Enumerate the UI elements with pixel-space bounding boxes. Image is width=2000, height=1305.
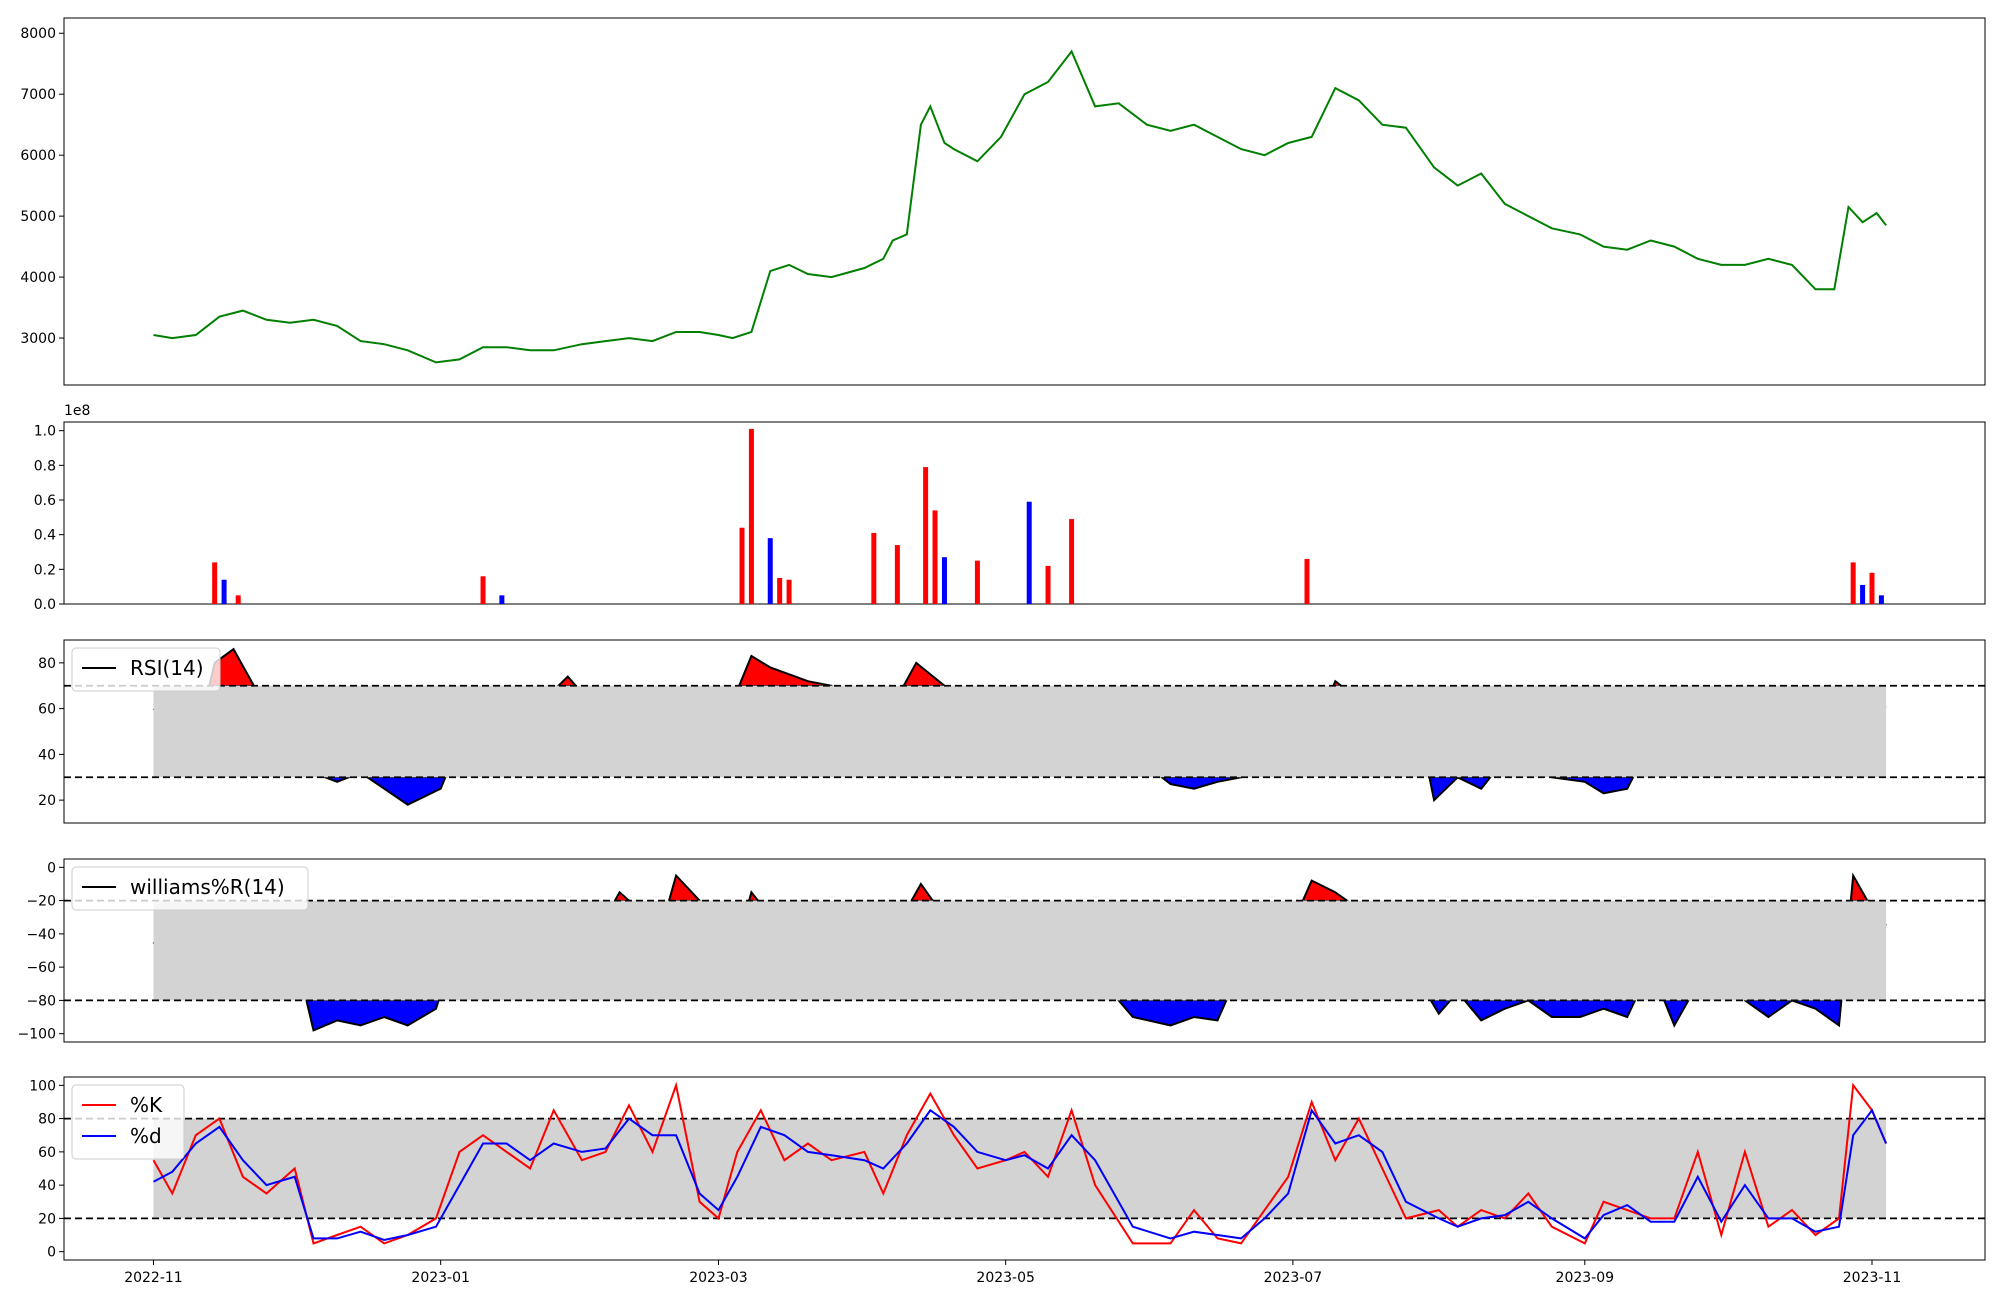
stochastic-ytick-label: 0 [47, 1245, 56, 1261]
volume-bar [932, 510, 938, 604]
volume-ytick-label: 0.8 [34, 458, 56, 474]
volume-bar [1869, 572, 1875, 604]
stochastic-legend-label: %K [130, 1093, 163, 1117]
williams-ytick-label: −20 [26, 894, 56, 910]
williams-legend: williams%R(14) [71, 866, 309, 911]
rsi-axes-frame [63, 639, 1986, 824]
williams-oversold-fill [1743, 999, 1794, 1018]
volume-axes-frame [63, 421, 1986, 605]
williams-ytick-label: −60 [26, 960, 56, 976]
stochastic-d-line [153, 1108, 1888, 1242]
x-tick-label: 2023-01 [411, 1270, 470, 1286]
volume-offset-label: 1e8 [64, 403, 90, 419]
volume-bar [221, 579, 227, 604]
williams-axes-frame [63, 858, 1986, 1043]
volume-bar [786, 579, 792, 604]
williams-legend-label: williams%R(14) [130, 875, 285, 899]
volume-bar [1069, 519, 1075, 604]
williams-ytick-label: −40 [26, 927, 56, 943]
x-tick-label: 2023-09 [1556, 1270, 1615, 1286]
stochastic-ytick-label: 20 [38, 1211, 56, 1227]
rsi-legend: RSI(14) [71, 647, 221, 692]
price-ytick-label: 7000 [20, 87, 56, 103]
williams-ytick-label: −80 [26, 993, 56, 1009]
volume-bar [1026, 501, 1032, 604]
price-ytick-label: 4000 [20, 270, 56, 286]
rsi-legend-label: RSI(14) [130, 656, 204, 680]
volume-bar [499, 595, 505, 604]
volume-bar [1045, 565, 1051, 604]
price-ytick-label: 3000 [20, 331, 56, 347]
stochastic-ytick-label: 60 [38, 1145, 56, 1161]
stochastic-axes-frame [63, 1076, 1986, 1261]
stochastic-ytick-label: 40 [38, 1178, 56, 1194]
price-ytick-label: 8000 [20, 26, 56, 42]
volume-bar [974, 560, 980, 604]
volume-bar [923, 467, 929, 604]
x-tick-label: 2023-11 [1843, 1270, 1902, 1286]
volume-bar [894, 545, 900, 604]
rsi-overbought-fill [738, 655, 832, 687]
rsi-ytick-label: 60 [38, 702, 56, 718]
volume-bar [739, 527, 745, 604]
stochastic-band [153, 1118, 1887, 1219]
x-tick-label: 2023-03 [689, 1270, 748, 1286]
x-tick-label: 2023-05 [976, 1270, 1035, 1286]
williams-legend-box [71, 866, 309, 911]
rsi-band [153, 685, 1887, 778]
volume-bar [1860, 584, 1866, 604]
stochastic-ytick-label: 80 [38, 1112, 56, 1128]
volume-bar [1878, 595, 1884, 604]
rsi-ytick-label: 20 [38, 793, 56, 809]
williams-oversold-fill [1117, 999, 1228, 1026]
volume-bar [941, 557, 947, 604]
x-tick-label: 2023-07 [1264, 1270, 1323, 1286]
volume-ytick-label: 1.0 [34, 424, 56, 440]
stochastic-k-line [152, 1081, 1888, 1245]
williams-ytick-label: 0 [47, 860, 56, 876]
price-ytick-label: 6000 [20, 148, 56, 164]
volume-bar [480, 576, 486, 604]
rsi-legend-box [71, 647, 221, 692]
volume-bar [1304, 558, 1310, 604]
volume-bar [767, 538, 773, 604]
williams-band [153, 900, 1887, 1001]
volume-bar [235, 595, 241, 604]
volume-bar [1850, 562, 1856, 604]
rsi-ytick-label: 40 [38, 747, 56, 763]
price-ytick-label: 5000 [20, 209, 56, 225]
rsi-ytick-label: 80 [38, 656, 56, 672]
williams-ytick-label: −100 [18, 1027, 56, 1043]
stochastic-legend-box [71, 1084, 185, 1160]
volume-bar [871, 532, 877, 604]
stochastic-ytick-label: 100 [29, 1078, 56, 1094]
volume-bar [212, 562, 218, 604]
volume-ytick-label: 0.6 [34, 493, 56, 509]
volume-bar [777, 578, 783, 604]
stochastic-legend: %K %d [71, 1084, 185, 1160]
volume-bar [748, 428, 754, 604]
volume-ytick-label: 0.2 [34, 562, 56, 578]
volume-ytick-label: 0.0 [34, 597, 56, 613]
volume-ytick-label: 0.4 [34, 528, 56, 544]
x-tick-label: 2022-11 [124, 1270, 183, 1286]
price-line [153, 49, 1887, 364]
stochastic-legend-label: %d [130, 1124, 162, 1148]
price-axes-frame [63, 17, 1986, 386]
